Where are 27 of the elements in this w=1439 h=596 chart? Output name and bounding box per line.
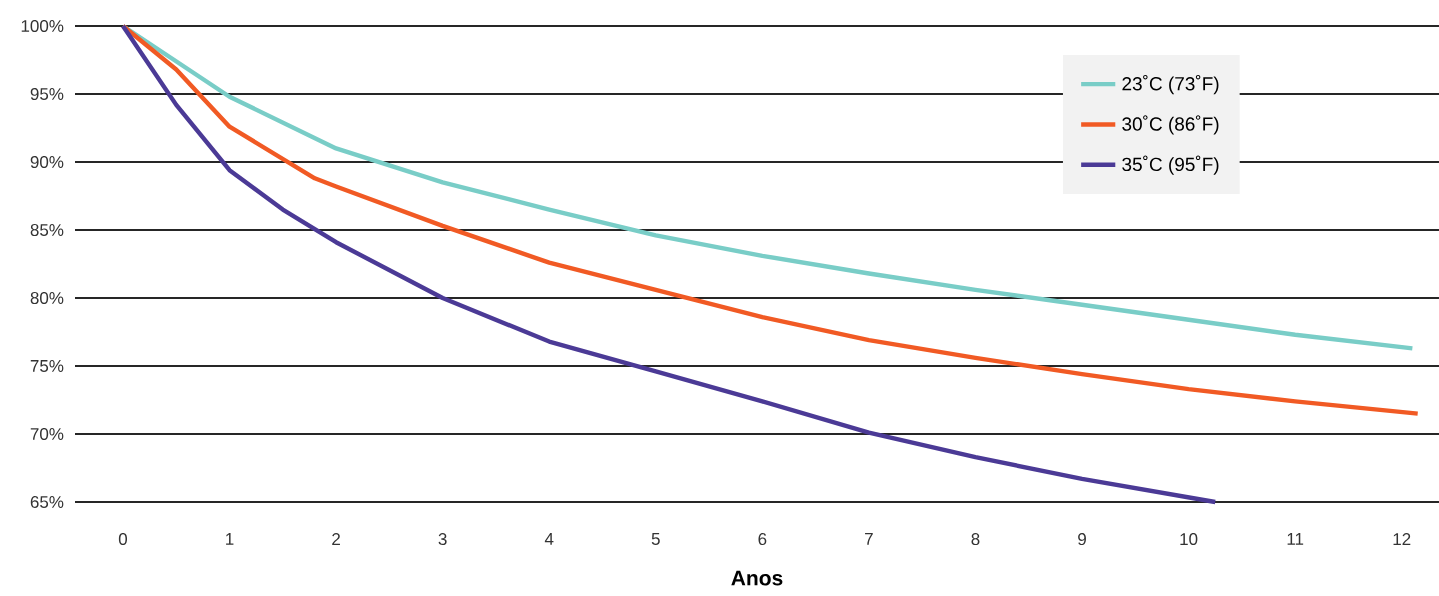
line-series — [120, 23, 1420, 416]
x-axis-title: Anos — [731, 570, 783, 586]
x-tick-label: 11 — [1287, 533, 1304, 545]
y-tick-label: 95% — [30, 88, 64, 101]
x-tick-label: 0 — [118, 533, 128, 546]
x-tick-label: 7 — [865, 533, 873, 545]
x-tick-label: 2 — [332, 533, 340, 545]
y-tick-label: 90% — [30, 156, 64, 169]
x-tick-label: 12 — [1393, 533, 1411, 545]
line-series — [120, 23, 1218, 505]
x-tick-label: 4 — [544, 533, 554, 545]
x-tick-label: 8 — [971, 533, 980, 546]
y-tick-label: 75% — [30, 360, 64, 372]
x-tick-label: 10 — [1180, 533, 1198, 546]
y-tick-label: 65% — [30, 495, 64, 509]
legend-label: 30˚C (86˚F) — [1122, 115, 1219, 135]
y-tick-label: 80% — [30, 292, 64, 305]
x-tick-label: 3 — [438, 533, 447, 546]
legend-label: 23˚C (73˚F) — [1122, 74, 1219, 95]
y-tick-label: 70% — [30, 428, 64, 441]
x-tick-label: 1 — [226, 533, 234, 545]
y-tick-label: 100% — [21, 20, 64, 33]
y-tick-label: 85% — [30, 224, 64, 237]
x-tick-label: 9 — [1078, 533, 1086, 546]
legend-label: 35˚C (95˚F) — [1122, 155, 1219, 175]
x-tick-label: 5 — [651, 533, 660, 545]
x-tick-label: 6 — [758, 533, 767, 546]
